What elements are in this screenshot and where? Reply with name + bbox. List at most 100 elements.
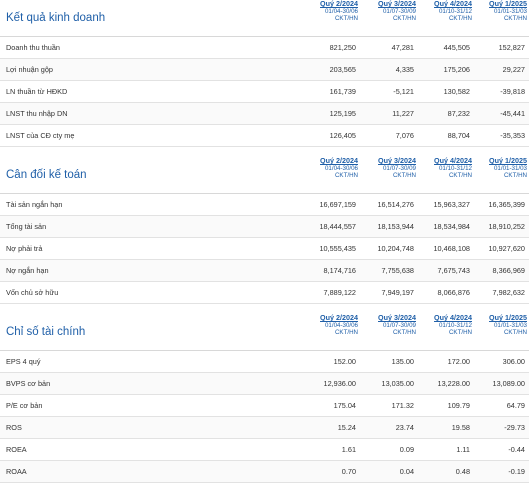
period-date-range: 01/01-31/03 [493, 8, 527, 15]
row-value: 7,982,632 [492, 288, 525, 297]
row-value: 15.24 [337, 423, 356, 432]
period-audit-status: CKT/HN [503, 329, 527, 336]
row-value: 16,365,399 [488, 200, 525, 209]
row-value: 175.04 [333, 401, 356, 410]
period-quarter-link[interactable]: Quý 1/2025 [489, 313, 527, 322]
period-quarter-link[interactable]: Quý 4/2024 [434, 156, 472, 165]
table-row: P/E cơ bản 175.04 171.32 109.79 64.79 [0, 395, 529, 417]
table-row: ROEA 1.61 0.09 1.11 -0.44 [0, 439, 529, 461]
row-value: 7,755,638 [381, 266, 414, 275]
period-date-range: 01/10-31/12 [438, 165, 472, 172]
row-value: 10,468,108 [433, 244, 470, 253]
row-value: 7,889,122 [323, 288, 356, 297]
period-date-range: 01/10-31/12 [438, 322, 472, 329]
row-value: 15,963,327 [433, 200, 470, 209]
row-label: LN thuần từ HĐKD [6, 87, 68, 96]
row-value: 171.32 [391, 401, 414, 410]
row-value: 130,582 [443, 87, 470, 96]
row-label: Tổng tài sản [6, 222, 47, 231]
row-value: 16,697,159 [319, 200, 356, 209]
period-column-header: Quý 3/2024 01/07-30/09 CKT/HN [360, 156, 418, 180]
section-title: Cân đối kế toán [6, 169, 87, 181]
period-column-header: Quý 4/2024 01/10-31/12 CKT/HN [418, 0, 474, 22]
table-row: LN thuần từ HĐKD 161,739 -5,121 130,582 -39,… [0, 81, 529, 103]
period-column-header: Quý 1/2025 01/01-31/03 CKT/HN [474, 0, 529, 22]
row-value: 821,250 [329, 43, 356, 52]
period-quarter-link[interactable]: Quý 4/2024 [434, 0, 472, 8]
section-rows: Doanh thu thuần 821,250 47,281 445,505 152,8… [0, 37, 529, 147]
row-value: 29,227 [502, 65, 525, 74]
period-column-header: Quý 1/2025 01/01-31/03 CKT/HN [474, 313, 529, 337]
row-value: 135.00 [391, 357, 414, 366]
period-quarter-link[interactable]: Quý 3/2024 [378, 0, 416, 8]
row-value: 0.48 [455, 467, 470, 476]
period-quarter-link[interactable]: Quý 2/2024 [320, 0, 358, 8]
period-quarter-link[interactable]: Quý 3/2024 [378, 156, 416, 165]
period-quarter-link[interactable]: Quý 4/2024 [434, 313, 472, 322]
period-column-header: Quý 3/2024 01/07-30/09 CKT/HN [360, 0, 418, 22]
table-row: Tài sản ngắn hạn 16,697,159 16,514,276 15,9… [0, 194, 529, 216]
row-value: 18,153,944 [377, 222, 414, 231]
row-value: 10,555,435 [319, 244, 356, 253]
row-value: 18,444,557 [319, 222, 356, 231]
period-date-range: 01/01-31/03 [493, 322, 527, 329]
table-row: ROAA 0.70 0.04 0.48 -0.19 [0, 461, 529, 483]
period-column-header: Quý 4/2024 01/10-31/12 CKT/HN [418, 156, 474, 180]
period-quarter-link[interactable]: Quý 3/2024 [378, 313, 416, 322]
period-column-header: Quý 3/2024 01/07-30/09 CKT/HN [360, 313, 418, 337]
section-title: Kết quả kinh doanh [6, 12, 106, 24]
row-value: 64.79 [506, 401, 525, 410]
table-row: Lợi nhuận gộp 203,565 4,335 175,206 29,227 [0, 59, 529, 81]
period-audit-status: CKT/HN [448, 15, 472, 22]
row-value: 12,936.00 [323, 379, 356, 388]
period-date-range: 01/10-31/12 [438, 8, 472, 15]
section-header: Kết quả kinh doanh Quý 2/2024 01/04-30/06 C… [0, 0, 529, 37]
period-audit-status: CKT/HN [448, 329, 472, 336]
row-value: 125,195 [329, 109, 356, 118]
table-row: BVPS cơ bản 12,936.00 13,035.00 13,228.00 13… [0, 373, 529, 395]
row-label: Lợi nhuận gộp [6, 65, 53, 74]
row-value: 203,565 [329, 65, 356, 74]
row-value: -45,441 [500, 109, 525, 118]
period-audit-status: CKT/HN [334, 172, 358, 179]
period-quarter-link[interactable]: Quý 1/2025 [489, 156, 527, 165]
row-label: Doanh thu thuần [6, 43, 60, 52]
row-value: 109.79 [447, 401, 470, 410]
period-date-range: 01/01-31/03 [493, 165, 527, 172]
row-value: 7,675,743 [437, 266, 470, 275]
row-value: 18,534,984 [433, 222, 470, 231]
section-title: Chỉ số tài chính [6, 326, 86, 338]
row-label: LNST thu nhập DN [6, 109, 68, 118]
row-value: 16,514,276 [377, 200, 414, 209]
row-label: LNST của CĐ cty mẹ [6, 131, 75, 140]
row-value: 0.70 [341, 467, 356, 476]
section-rows: Tài sản ngắn hạn 16,697,159 16,514,276 15,9… [0, 194, 529, 304]
table-row: Tổng tài sản 18,444,557 18,153,944 18,534,9… [0, 216, 529, 238]
row-label: EPS 4 quý [6, 357, 41, 366]
row-value: 4,335 [395, 65, 414, 74]
period-column-header: Quý 2/2024 01/04-30/06 CKT/HN [302, 313, 360, 337]
row-value: 10,927,620 [488, 244, 525, 253]
period-quarter-link[interactable]: Quý 1/2025 [489, 0, 527, 8]
table-row: Nợ phải trả 10,555,435 10,204,748 10,468,10… [0, 238, 529, 260]
period-date-range: 01/07-30/09 [382, 322, 416, 329]
period-audit-status: CKT/HN [503, 15, 527, 22]
section-2: Chỉ số tài chính Quý 2/2024 01/04-30/06 CKT… [0, 314, 529, 483]
period-quarter-link[interactable]: Quý 2/2024 [320, 156, 358, 165]
row-value: -39,818 [500, 87, 525, 96]
row-value: 152,827 [498, 43, 525, 52]
row-value: 7,949,197 [381, 288, 414, 297]
row-label: ROEA [6, 445, 27, 454]
row-label: ROAA [6, 467, 27, 476]
period-audit-status: CKT/HN [334, 15, 358, 22]
row-value: 13,228.00 [437, 379, 470, 388]
row-label: BVPS cơ bản [6, 379, 51, 388]
section-0: Kết quả kinh doanh Quý 2/2024 01/04-30/06 C… [0, 0, 529, 147]
period-column-header: Quý 4/2024 01/10-31/12 CKT/HN [418, 313, 474, 337]
period-quarter-link[interactable]: Quý 2/2024 [320, 313, 358, 322]
row-value: -35,353 [500, 131, 525, 140]
period-audit-status: CKT/HN [392, 172, 416, 179]
row-value: 8,174,716 [323, 266, 356, 275]
table-row: EPS 4 quý 152.00 135.00 172.00 306.00 [0, 351, 529, 373]
